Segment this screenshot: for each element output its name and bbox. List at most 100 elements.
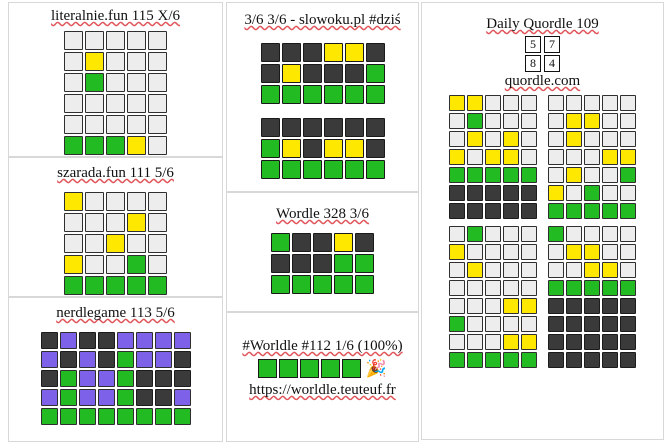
tile-b	[467, 333, 483, 350]
grid-row	[63, 191, 168, 212]
tile-b	[602, 130, 618, 147]
tile-b	[106, 254, 125, 274]
tile-b	[85, 191, 104, 211]
tile-b	[485, 315, 501, 332]
tile-d	[302, 42, 322, 62]
tile-y	[602, 148, 618, 165]
tile-d	[602, 315, 618, 332]
tile-g	[344, 159, 364, 179]
tile-b	[106, 212, 125, 232]
tile-y	[467, 261, 483, 278]
grid-row	[448, 130, 538, 148]
tile-g	[344, 84, 364, 104]
worldle-url[interactable]: https://worldle.teuteuf.fr	[249, 381, 396, 398]
tile-y	[64, 191, 83, 211]
tile-d	[302, 63, 322, 83]
tile-b	[106, 115, 125, 134]
tile-b	[485, 225, 501, 242]
tile-d	[449, 202, 465, 219]
tile-g	[302, 159, 322, 179]
tile-g	[355, 274, 374, 294]
grid-row	[40, 388, 192, 407]
tile-b	[566, 94, 582, 111]
grid-row	[547, 166, 637, 184]
grid-row	[40, 369, 192, 388]
tile-b	[620, 261, 636, 278]
tile-g	[127, 254, 146, 274]
tile-y	[127, 136, 146, 155]
tile-b	[64, 52, 83, 71]
tile-g	[620, 279, 636, 296]
tile-b	[566, 184, 582, 201]
tile-g	[548, 225, 564, 242]
grid-row	[260, 138, 386, 159]
tile-b	[127, 191, 146, 211]
tile-d	[365, 138, 385, 158]
tile-g	[323, 84, 343, 104]
tile-y	[127, 212, 146, 232]
wordle-grid	[270, 232, 375, 295]
tile-d	[281, 117, 301, 137]
tile-d	[154, 388, 172, 406]
tile-g	[106, 275, 125, 295]
tile-b	[148, 254, 167, 274]
tile-p	[173, 388, 191, 406]
tile-y	[64, 254, 83, 274]
grid-row	[547, 333, 637, 351]
quordle-score: 7	[543, 35, 560, 53]
tile-g	[467, 351, 483, 368]
tile-d	[313, 253, 332, 273]
tile-b	[566, 261, 582, 278]
quordle-score-row-top: 5 7	[524, 35, 560, 53]
tile-b	[584, 166, 600, 183]
tile-b	[85, 212, 104, 232]
tile-g	[281, 159, 301, 179]
panel-nerdlegame: nerdlegame 113 5/6	[8, 297, 223, 442]
tile-d	[302, 138, 322, 158]
tile-p	[97, 369, 115, 387]
grid-row	[448, 148, 538, 166]
tile-g	[106, 136, 125, 155]
tile-g	[548, 202, 564, 219]
panel-slowoku: 3/6 3/6 - slowoku.pl #dziś	[226, 2, 419, 192]
tile-b	[584, 225, 600, 242]
tile-y	[344, 42, 364, 62]
tile-b	[566, 225, 582, 242]
tile-d	[260, 117, 280, 137]
tile-y	[467, 130, 483, 147]
tile-g	[173, 407, 191, 425]
grid-row	[547, 225, 637, 243]
tile-d	[620, 351, 636, 368]
tile-d	[344, 63, 364, 83]
tile-g	[584, 279, 600, 296]
quordle-score: 4	[543, 54, 560, 72]
tile-g	[302, 84, 322, 104]
tile-g	[566, 279, 582, 296]
party-popper-icon: 🎉	[365, 358, 388, 378]
grid-row	[547, 279, 637, 297]
tile-y	[503, 333, 519, 350]
tile-y	[485, 148, 501, 165]
tile-g	[59, 388, 77, 406]
tile-g	[271, 274, 290, 294]
grid-row	[63, 51, 168, 72]
tile-d	[503, 202, 519, 219]
tile-b	[521, 279, 537, 296]
tile-d	[548, 315, 564, 332]
tile-y	[620, 148, 636, 165]
quordle-site[interactable]: quordle.com	[504, 72, 581, 89]
grid-row	[63, 233, 168, 254]
tile-p	[78, 350, 96, 368]
tile-b	[485, 261, 501, 278]
panel-literalnie: literalnie.fun 115 X/6	[8, 2, 223, 157]
quordle-grids	[448, 94, 637, 369]
tile-g	[78, 407, 96, 425]
tile-g	[64, 136, 83, 155]
tile-d	[173, 350, 191, 368]
nerdlegame-grid	[40, 331, 192, 426]
tile-g	[116, 350, 134, 368]
tile-g	[260, 84, 280, 104]
tile-b	[584, 148, 600, 165]
tile-g	[64, 275, 83, 295]
slowoku-grid-first	[260, 42, 386, 105]
